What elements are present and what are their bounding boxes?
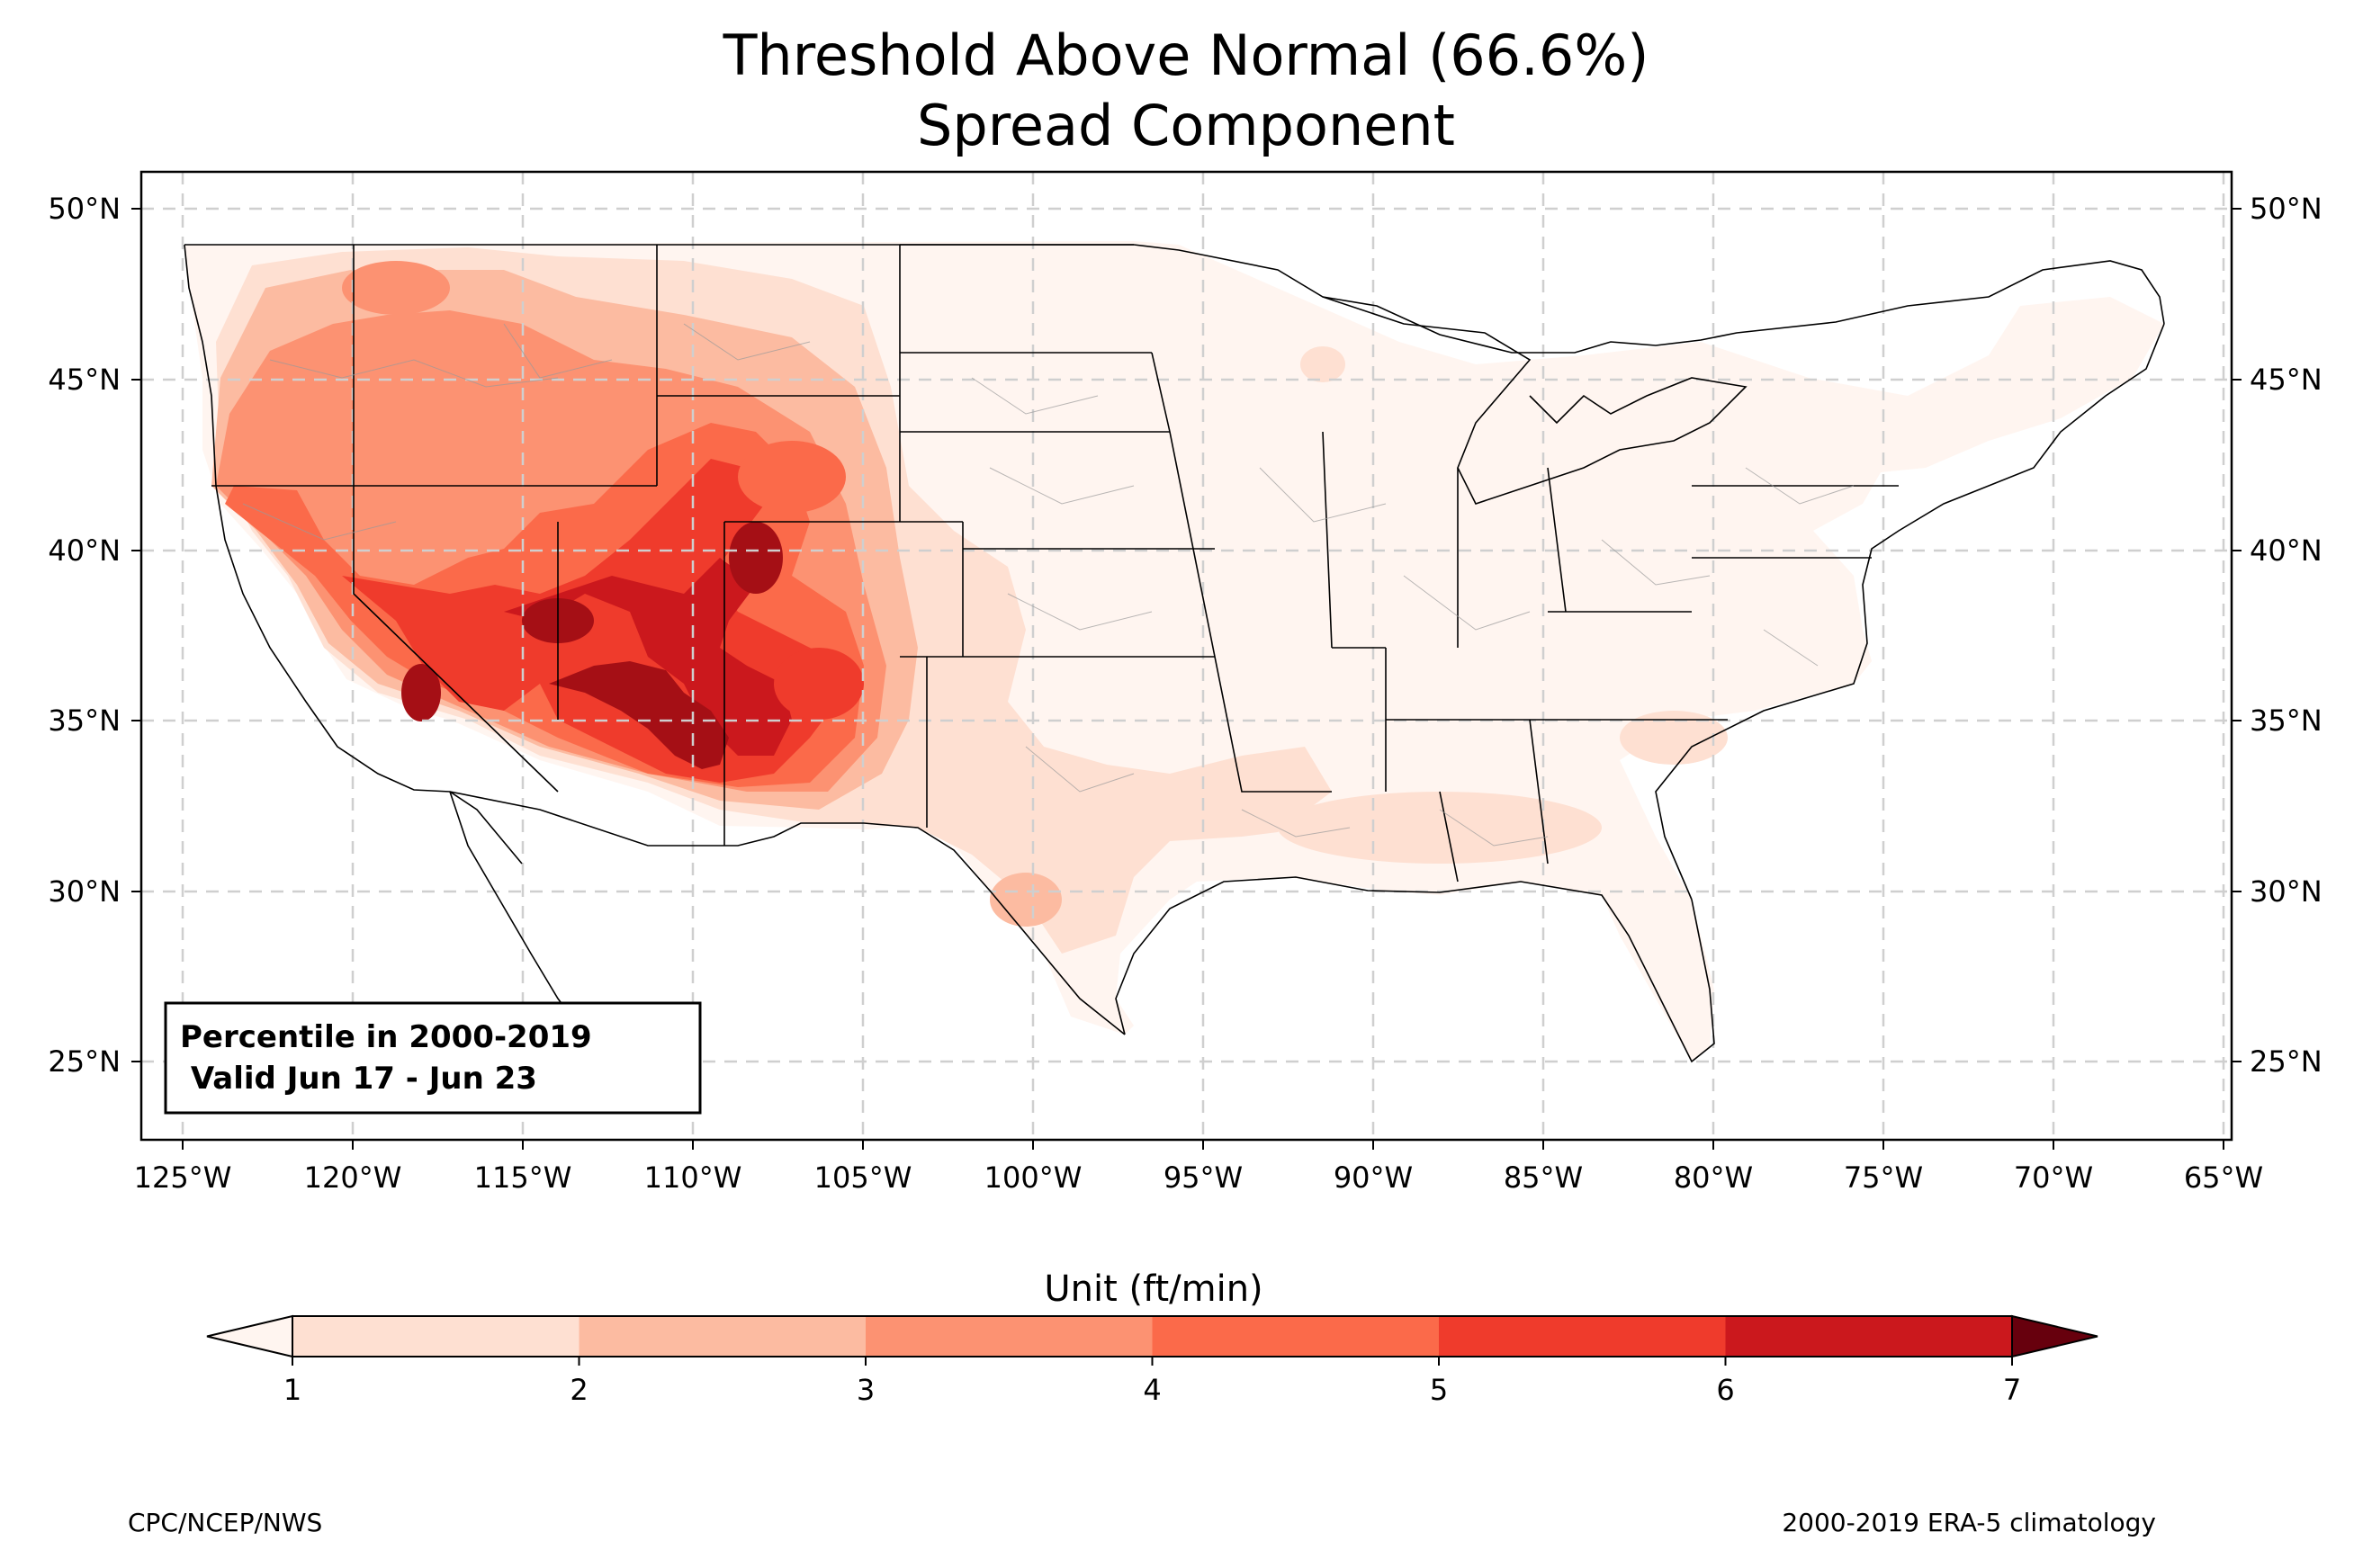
lon-label: 105°W [814, 1160, 912, 1195]
contour-level-4-newmexico [774, 648, 864, 720]
lon-label: 85°W [1504, 1160, 1583, 1195]
east-coastline [1655, 323, 2165, 900]
us-canada-border [184, 244, 2165, 354]
chart-title: Threshold Above Normal (66.6%) [723, 22, 1649, 88]
lon-label: 110°W [644, 1160, 742, 1195]
colorbar: 1 2 3 4 5 6 7 [206, 1314, 2098, 1407]
contour-level-2-montana [342, 261, 450, 315]
colorbar-segment [1725, 1316, 2012, 1357]
contour-level-6-nevada [401, 664, 441, 721]
longitude-labels: 125°W 120°W 115°W 110°W 105°W 100°W 95°W… [134, 1160, 2264, 1195]
colorbar-segment [1152, 1316, 1439, 1357]
lat-label: 30°N [48, 874, 121, 909]
mexico-border [449, 791, 1126, 1035]
lat-label: 30°N [2250, 874, 2323, 909]
colorbar-segment [866, 1316, 1153, 1357]
heat-field [184, 241, 2164, 1062]
lat-label: 50°N [2250, 192, 2323, 226]
lon-label: 115°W [474, 1160, 572, 1195]
lat-label: 35°N [2250, 703, 2323, 738]
lon-label: 95°W [1164, 1160, 1243, 1195]
contour-level-2-midwest [1300, 346, 1345, 382]
state-lines-east [1151, 352, 1899, 883]
colorbar-under-arrow [206, 1314, 293, 1358]
colorbar-segment [579, 1316, 866, 1357]
lon-label: 70°W [2014, 1160, 2093, 1195]
lon-label: 65°W [2184, 1160, 2263, 1195]
credit-right: 2000-2019 ERA-5 climatology [1782, 1508, 2156, 1537]
county-lines [242, 323, 1855, 847]
contour-level-6 [504, 558, 792, 756]
colorbar-tick-label: 4 [1143, 1373, 1161, 1407]
axis-ticks [131, 208, 2242, 1150]
lon-label: 75°W [1844, 1160, 1923, 1195]
annotation-line-1: Percentile in 2000-2019 [180, 1019, 592, 1055]
west-coastline [184, 244, 523, 865]
map-area [141, 172, 2232, 1140]
lat-label: 35°N [48, 703, 121, 738]
contour-level-2-southeast [1278, 792, 1602, 864]
lon-label: 125°W [134, 1160, 232, 1195]
boundaries [184, 244, 2165, 1063]
colorbar-tick-label: 2 [570, 1373, 588, 1407]
contour-level-3-idaho [495, 369, 621, 441]
colorbar-tick-label: 5 [1430, 1373, 1448, 1407]
lat-label: 50°N [48, 192, 121, 226]
contour-level-7-colorado [729, 522, 783, 594]
chart-subtitle: Spread Component [917, 93, 1455, 158]
contour-level-2-texas [990, 873, 1062, 927]
lat-label: 40°N [48, 533, 121, 568]
lon-label: 80°W [1674, 1160, 1753, 1195]
credit-left: CPC/NCEP/NWS [128, 1508, 323, 1537]
lat-label: 25°N [48, 1044, 121, 1079]
lat-label: 25°N [2250, 1044, 2323, 1079]
contour-level-3-wyoming [738, 441, 846, 513]
colorbar-over-arrow [2011, 1314, 2098, 1358]
state-lines-west [211, 244, 1215, 846]
annotation-box: Percentile in 2000-2019 Valid Jun 17 - J… [164, 1001, 702, 1115]
great-lakes [1322, 296, 1748, 505]
colorbar-label: Unit (ft/min) [1044, 1268, 1262, 1310]
lat-label: 45°N [48, 363, 121, 397]
lon-label: 120°W [304, 1160, 402, 1195]
contour-level-2-carolina [1620, 711, 1728, 765]
annotation-line-2: Valid Jun 17 - Jun 23 [180, 1061, 537, 1097]
latitude-labels-right: 50°N 45°N 40°N 35°N 30°N 25°N [2250, 192, 2323, 1079]
lon-label: 100°W [984, 1160, 1083, 1195]
lat-label: 40°N [2250, 533, 2323, 568]
lon-label: 90°W [1334, 1160, 1413, 1195]
colorbar-tick-label: 1 [283, 1373, 301, 1407]
colorbar-tick-label: 7 [2003, 1373, 2021, 1407]
colorbar-tick-label: 6 [1716, 1373, 1734, 1407]
colorbar-tick-label: 3 [857, 1373, 875, 1407]
contour-level-7 [549, 661, 729, 769]
lat-label: 45°N [2250, 363, 2323, 397]
colorbar-segment [1439, 1316, 1726, 1357]
latitude-labels-left: 50°N 45°N 40°N 35°N 30°N 25°N [48, 192, 121, 1079]
colorbar-segment [292, 1316, 580, 1357]
annotation-frame [164, 1001, 702, 1115]
gulf-coastline [1115, 876, 1715, 1063]
map-frame [139, 170, 2233, 1142]
